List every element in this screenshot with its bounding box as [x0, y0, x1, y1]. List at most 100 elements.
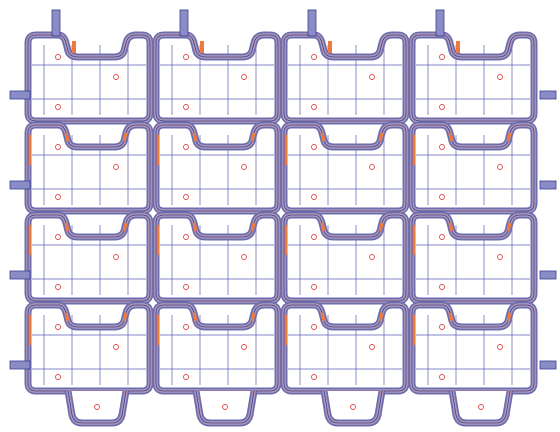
registration-mark — [439, 104, 445, 110]
registration-mark — [439, 324, 445, 330]
fold-highlight — [122, 132, 128, 142]
bottom-tab-band — [448, 390, 514, 427]
registration-mark — [113, 74, 119, 80]
fold-highlight — [122, 222, 128, 232]
right-tab — [539, 360, 557, 370]
registration-mark — [94, 404, 100, 410]
registration-mark — [55, 374, 61, 380]
fold-highlight — [448, 222, 454, 232]
registration-mark — [55, 54, 61, 60]
registration-mark — [497, 344, 503, 350]
fold-highlight — [320, 312, 326, 322]
cut-band-line — [283, 304, 407, 392]
registration-mark — [439, 144, 445, 150]
right-tab — [539, 180, 557, 190]
top-tab — [51, 9, 61, 37]
registration-mark — [439, 374, 445, 380]
registration-mark — [311, 144, 317, 150]
left-tab — [9, 90, 31, 100]
registration-mark — [311, 324, 317, 330]
fold-highlight — [328, 41, 332, 53]
fold-highlight — [72, 41, 76, 53]
cut-band-line — [155, 124, 279, 212]
cut-band-line — [411, 304, 535, 392]
cut-band-line — [283, 124, 407, 212]
top-tab — [435, 9, 445, 37]
registration-mark — [350, 404, 356, 410]
side-tabs — [9, 9, 557, 370]
registration-mark — [113, 344, 119, 350]
cut-band-line — [411, 34, 535, 122]
cut-band-line — [411, 214, 535, 302]
fold-highlight — [448, 312, 454, 322]
cut-band-line — [27, 34, 151, 122]
registration-mark — [311, 234, 317, 240]
registration-mark — [183, 324, 189, 330]
registration-mark — [183, 104, 189, 110]
registration-mark — [439, 54, 445, 60]
right-tab — [539, 90, 557, 100]
bottom-tab-band — [64, 390, 130, 427]
bottom-tab-line — [67, 390, 127, 424]
registration-mark — [241, 344, 247, 350]
registration-mark — [369, 344, 375, 350]
cut-band-line — [155, 34, 279, 122]
bottom-tab-line — [451, 390, 511, 424]
registration-mark — [311, 54, 317, 60]
bottom-tab-line — [195, 390, 255, 424]
registration-mark — [439, 284, 445, 290]
top-tab — [307, 9, 317, 37]
registration-mark — [55, 104, 61, 110]
registration-mark — [369, 254, 375, 260]
fold-highlight — [378, 312, 384, 322]
registration-mark — [183, 194, 189, 200]
registration-mark — [55, 234, 61, 240]
cut-band-line — [27, 124, 151, 212]
cut-band-line — [27, 214, 151, 302]
fold-highlight — [250, 132, 256, 142]
registration-mark — [241, 254, 247, 260]
registration-mark — [183, 234, 189, 240]
registration-mark — [55, 144, 61, 150]
fold-highlight — [378, 222, 384, 232]
left-tab — [9, 180, 31, 190]
registration-mark — [497, 254, 503, 260]
fold-highlight — [250, 222, 256, 232]
cut-band-line — [155, 214, 279, 302]
fold-highlight — [192, 222, 198, 232]
registration-mark — [369, 74, 375, 80]
registration-mark — [311, 104, 317, 110]
registration-mark — [113, 254, 119, 260]
fold-highlight — [64, 312, 70, 322]
fold-highlight — [192, 132, 198, 142]
cut-bands — [24, 31, 538, 427]
registration-mark — [311, 194, 317, 200]
fold-highlight — [506, 312, 512, 322]
registration-mark — [497, 74, 503, 80]
left-tab — [9, 270, 31, 280]
registration-mark — [311, 284, 317, 290]
cut-band-line — [283, 34, 407, 122]
crease-lines — [32, 45, 530, 385]
registration-mark — [241, 74, 247, 80]
registration-mark — [183, 284, 189, 290]
registration-mark — [183, 54, 189, 60]
fold-highlight — [506, 222, 512, 232]
fold-highlight — [64, 222, 70, 232]
top-tab — [179, 9, 189, 37]
registration-mark — [183, 144, 189, 150]
cut-band-line — [283, 214, 407, 302]
registration-mark — [55, 324, 61, 330]
cut-band-line — [411, 124, 535, 212]
registration-mark — [113, 164, 119, 170]
registration-mark — [222, 404, 228, 410]
fold-highlight — [64, 132, 70, 142]
fold-highlight — [192, 312, 198, 322]
fold-highlight — [448, 132, 454, 142]
fold-highlight — [320, 132, 326, 142]
registration-mark — [241, 164, 247, 170]
fold-highlights — [28, 41, 512, 345]
registration-mark — [55, 194, 61, 200]
